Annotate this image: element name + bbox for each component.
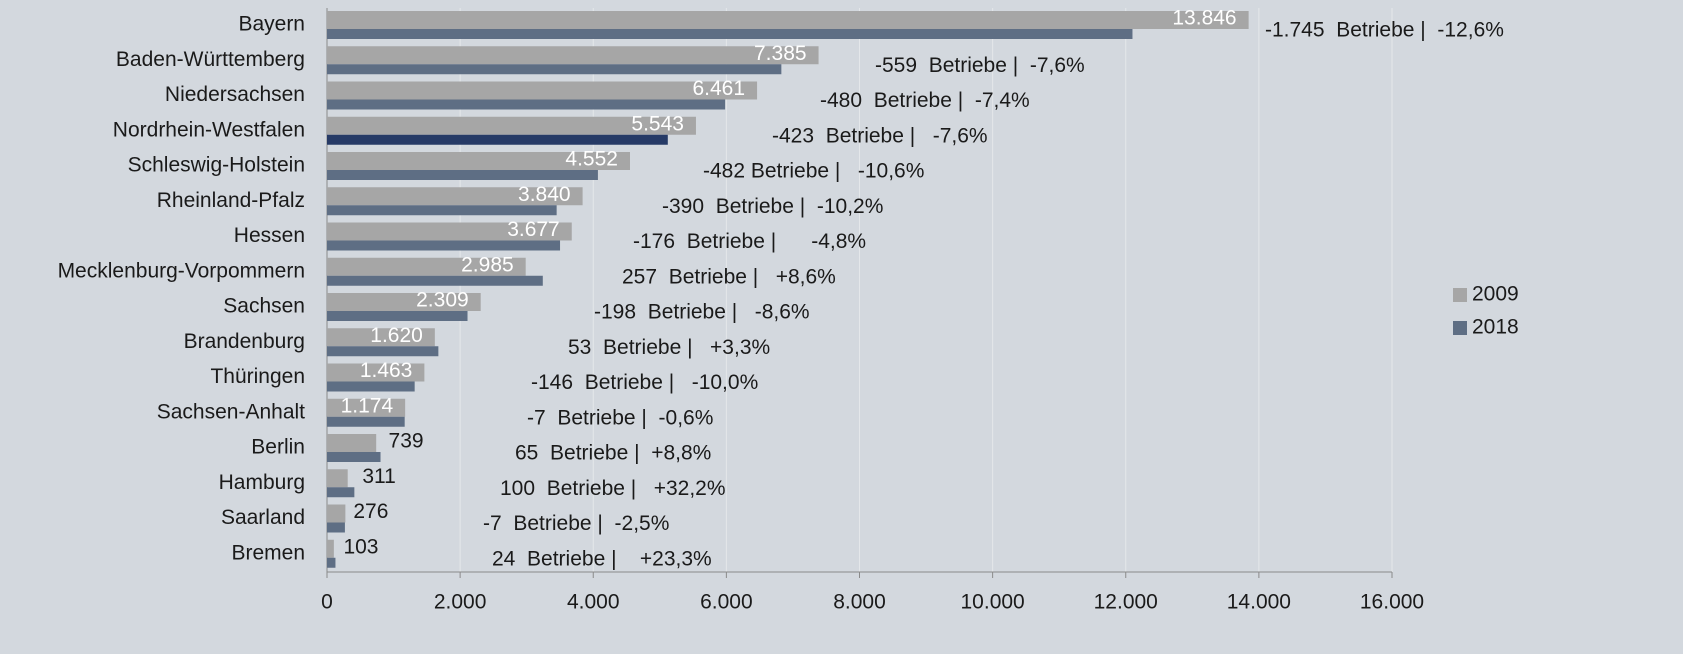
bar-2009 (327, 434, 377, 452)
category-label: Rheinland-Pfalz (157, 189, 305, 212)
x-tick-label: 8.000 (833, 591, 886, 614)
value-label: 13.846 (1172, 7, 1236, 30)
value-label: 2.985 (461, 253, 514, 276)
bar-2009 (327, 81, 758, 100)
legend-swatch (1453, 288, 1467, 302)
bar-2009 (327, 504, 346, 523)
annotation: -7 Betriebe | -2,5% (483, 512, 669, 535)
x-tick-label: 16.000 (1360, 591, 1424, 614)
category-label: Bremen (231, 541, 305, 564)
bar-2009 (327, 539, 334, 558)
bar-2018 (327, 170, 598, 180)
bar-2018 (327, 99, 726, 110)
annotation: -390 Betriebe | -10,2% (662, 195, 883, 218)
bar-2009 (327, 46, 819, 65)
bar-2009 (327, 187, 583, 206)
bar-2018 (327, 134, 668, 145)
category-label: Thüringen (210, 365, 305, 388)
annotation: 53 Betriebe | +3,3% (568, 336, 770, 359)
value-label: 311 (362, 465, 395, 488)
annotation: 24 Betriebe | +23,3% (492, 547, 712, 570)
annotation: -176 Betriebe | -4,8% (633, 230, 866, 253)
annotation: -480 Betriebe | -7,4% (820, 89, 1030, 112)
x-tick-label: 10.000 (961, 591, 1025, 614)
bar-2018 (327, 205, 557, 216)
x-tick-label: 2.000 (434, 591, 487, 614)
bar-2018 (327, 311, 468, 321)
bar-2009 (327, 398, 406, 417)
bar-2018 (327, 275, 543, 286)
bar-2018 (327, 522, 345, 533)
bar-2009 (327, 11, 1249, 29)
category-label: Hamburg (219, 471, 305, 494)
value-label: 1.620 (370, 324, 423, 347)
x-tick-label: 14.000 (1227, 591, 1291, 614)
legend-label: 2018 (1472, 316, 1519, 339)
annotation: 100 Betriebe | +32,2% (500, 477, 726, 500)
bar-2018 (327, 416, 405, 427)
value-label: 7.385 (754, 42, 807, 65)
x-tick-label: 4.000 (567, 591, 620, 614)
bar-2018 (327, 29, 1133, 39)
bar-2009 (327, 469, 348, 488)
bar-2018 (327, 557, 336, 568)
bar-2009 (327, 363, 425, 382)
category-label: Baden-Württemberg (116, 48, 305, 71)
annotation: -198 Betriebe | -8,6% (594, 301, 810, 324)
bar-2009 (327, 257, 526, 276)
category-label: Niedersachsen (165, 83, 305, 106)
value-label: 4.552 (565, 148, 618, 171)
annotation: -559 Betriebe | -7,6% (875, 54, 1085, 77)
x-tick-label: 12.000 (1094, 591, 1158, 614)
value-label: 1.463 (360, 359, 413, 382)
category-label: Mecklenburg-Vorpommern (58, 259, 305, 282)
annotation: -146 Betriebe | -10,0% (531, 371, 758, 394)
bar-2009 (327, 116, 696, 135)
bar-2009 (327, 222, 572, 241)
annotation: -423 Betriebe | -7,6% (772, 124, 988, 147)
value-label: 2.309 (416, 289, 469, 312)
bar-2009 (327, 293, 481, 311)
bar-2018 (327, 240, 561, 251)
x-tick-label: 6.000 (700, 591, 753, 614)
value-label: 3.677 (507, 218, 560, 241)
legend-swatch (1453, 321, 1467, 335)
bar-2018 (327, 64, 782, 75)
value-label: 103 (343, 535, 378, 558)
bar-2009 (327, 152, 630, 170)
category-label: Schleswig-Holstein (128, 154, 305, 177)
value-label: 739 (389, 430, 424, 453)
value-label: 5.543 (631, 112, 684, 135)
category-label: Nordrhein-Westfalen (113, 118, 305, 141)
category-label: Hessen (234, 224, 305, 247)
category-label: Berlin (251, 436, 305, 459)
category-label: Saarland (221, 506, 305, 529)
category-label: Brandenburg (184, 330, 305, 353)
bar-2018 (327, 487, 355, 498)
annotation: -482 Betriebe | -10,6% (703, 160, 924, 183)
category-label: Sachsen (223, 295, 305, 318)
value-label: 3.840 (518, 183, 571, 206)
value-label: 6.461 (692, 77, 745, 100)
value-label: 1.174 (341, 394, 394, 417)
annotation: -1.745 Betriebe | -12,6% (1265, 19, 1504, 42)
bar-2018 (327, 381, 415, 392)
annotation: 257 Betriebe | +8,6% (622, 265, 836, 288)
x-tick-label: 0 (321, 591, 333, 614)
annotation: -7 Betriebe | -0,6% (527, 406, 713, 429)
category-label: Sachsen-Anhalt (157, 400, 305, 423)
bar-2018 (327, 346, 439, 357)
value-label: 276 (353, 500, 388, 523)
legend-label: 2009 (1472, 283, 1519, 306)
category-label: Bayern (238, 13, 305, 36)
bar-2018 (327, 452, 381, 462)
annotation: 65 Betriebe | +8,8% (515, 442, 711, 465)
bar-2009 (327, 328, 435, 347)
